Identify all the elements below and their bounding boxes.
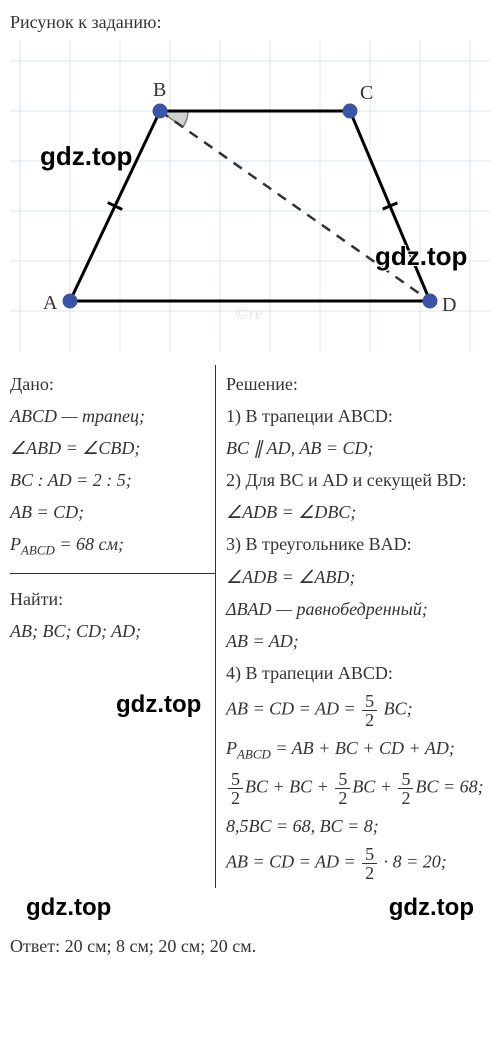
trapezoid-diagram: ©re ABCD gdz.top gdz.top xyxy=(10,41,490,351)
given-line: AB = CD; xyxy=(10,499,205,525)
svg-text:A: A xyxy=(43,292,58,314)
svg-text:D: D xyxy=(442,294,456,316)
solution-step: ΔBAD — равнобедренный; xyxy=(226,596,490,622)
solution-step: 3) В треугольнике BAD: xyxy=(226,531,490,557)
solution-eq: gdz.top AB = CD = AD = 52 BC; xyxy=(226,692,490,729)
solution-step: ∠ADB = ∠DBC; xyxy=(226,499,490,525)
given-line: ABCD — трапец; xyxy=(10,403,205,429)
divider xyxy=(10,573,215,574)
solution-eq: AB = CD = AD = 52 · 8 = 20; xyxy=(226,845,490,882)
solution-step: 1) В трапеции ABCD: xyxy=(226,403,490,429)
given-header: Дано: xyxy=(10,371,205,397)
svg-text:B: B xyxy=(153,79,166,101)
figure-caption: Рисунок к заданию: xyxy=(10,12,490,33)
answer-line: Ответ: 20 см; 8 см; 20 см; 20 см. xyxy=(10,936,490,957)
given-line: ∠ABD = ∠CBD; xyxy=(10,435,205,461)
solution-step: 4) В трапеции ABCD: xyxy=(226,660,490,686)
watermark-row: gdz.top gdz.top xyxy=(10,894,490,926)
solution-step: AB = AD; xyxy=(226,628,490,654)
solution-eq: PABCD = AB + BC + CD + AD; xyxy=(226,735,490,764)
watermark: gdz.top xyxy=(26,894,111,922)
given-line: BC : AD = 2 : 5; xyxy=(10,467,205,493)
solution-block: Решение: 1) В трапеции ABCD: BC ∥ AD, AB… xyxy=(216,365,490,888)
watermark: gdz.top xyxy=(389,894,474,922)
solution-eq: 8,5BC = 68, BC = 8; xyxy=(226,813,490,839)
svg-text:C: C xyxy=(360,82,373,104)
given-line: PABCD = 68 см; xyxy=(10,531,205,560)
find-block: Найти: AB; BC; CD; AD; xyxy=(10,580,215,650)
proof-table: Дано: ABCD — трапец; ∠ABD = ∠CBD; BC : A… xyxy=(10,365,490,888)
svg-text:©re: ©re xyxy=(235,303,263,323)
solution-step: 2) Для BC и AD и секущей BD: xyxy=(226,467,490,493)
solution-step: ∠ADB = ∠ABD; xyxy=(226,564,490,590)
solution-eq: 52BC + BC + 52BC + 52BC = 68; xyxy=(226,770,490,807)
given-block: Дано: ABCD — трапец; ∠ABD = ∠CBD; BC : A… xyxy=(10,365,215,567)
find-line: AB; BC; CD; AD; xyxy=(10,618,205,644)
find-header: Найти: xyxy=(10,586,205,612)
solution-header: Решение: xyxy=(226,371,490,397)
solution-step: BC ∥ AD, AB = CD; xyxy=(226,435,490,461)
